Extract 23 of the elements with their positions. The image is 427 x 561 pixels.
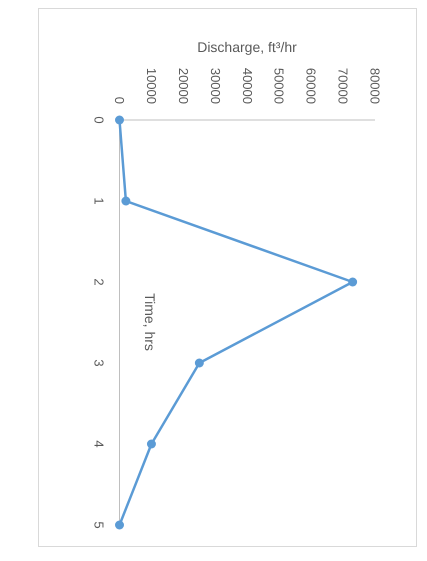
y-tick-label: 0 xyxy=(92,116,106,124)
x-tick-label: 60000 xyxy=(304,68,319,104)
x-tick-label: 10000 xyxy=(144,68,159,104)
point xyxy=(348,278,358,286)
point xyxy=(194,358,204,368)
y-tick-label: 2 xyxy=(92,278,106,286)
x-tick-label: 40000 xyxy=(240,68,255,104)
x-tick-label: 20000 xyxy=(176,68,191,104)
x-axis-title: Discharge, ft³/hr xyxy=(197,39,298,55)
y-tick-label: 4 xyxy=(92,440,106,448)
x-tick-label: 50000 xyxy=(272,68,287,104)
x-tick-label: 80000 xyxy=(368,68,382,104)
x-tick-label: 70000 xyxy=(336,68,351,104)
y-axis-title: Time, hrs xyxy=(142,293,158,351)
point xyxy=(115,520,124,530)
point xyxy=(146,440,156,448)
y-tick-label: 3 xyxy=(92,359,106,367)
point xyxy=(115,116,124,124)
x-tick-label: 0 xyxy=(112,96,127,104)
point xyxy=(121,196,130,206)
y-tick-label: 1 xyxy=(92,197,106,205)
y-tick-label: 5 xyxy=(92,521,106,529)
x-tick-label: 30000 xyxy=(208,68,223,104)
